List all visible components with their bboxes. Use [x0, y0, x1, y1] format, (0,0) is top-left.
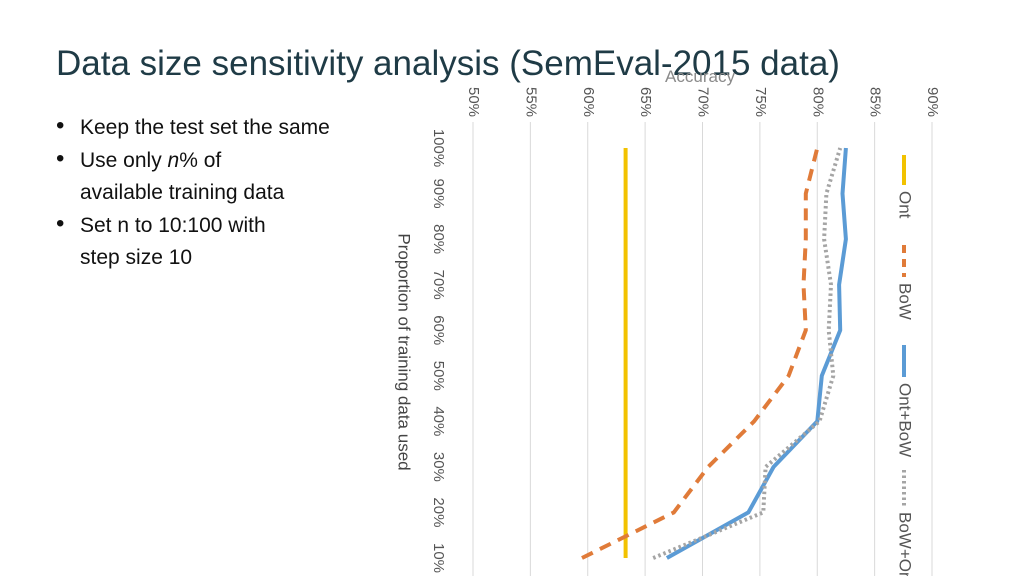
series-layer	[581, 147, 848, 560]
x-tick-label: 90%	[430, 179, 447, 209]
legend-label: BoW	[896, 283, 915, 320]
x-tick-label: 30%	[430, 452, 447, 482]
bullet-item: Set n to 10:100 with step size 10	[56, 208, 386, 275]
chart-title: Accuracy	[665, 67, 735, 86]
y-tick-label: 90%	[924, 87, 941, 117]
bullet-line: Use only n% of	[80, 148, 222, 172]
x-tick-label: 50%	[430, 361, 447, 391]
y-tick-label: 65%	[637, 87, 654, 117]
x-axis-label: Proportion of training data used	[395, 233, 414, 470]
y-tick-label: 55%	[522, 87, 539, 117]
legend: Ont BoW Ont+BoW BoW+Ont	[896, 155, 915, 576]
bullet-line: available training data	[80, 181, 285, 204]
y-tick-label: 80%	[809, 87, 826, 117]
legend-label: Ont	[896, 191, 915, 219]
series-line-ont-bow	[665, 147, 848, 560]
x-tick-label: 80%	[430, 224, 447, 254]
y-tick-label: 85%	[867, 87, 884, 117]
y-tick-label: 70%	[695, 87, 712, 117]
bullet-line: Set n to 10:100 with	[80, 213, 266, 237]
bullet-item: Keep the test set the same	[56, 110, 386, 145]
grid-layer	[472, 122, 933, 576]
x-tick-label: 20%	[430, 497, 447, 527]
bullet-list: Keep the test set the same Use only n% o…	[56, 110, 386, 275]
y-tick-label: 60%	[580, 87, 597, 117]
legend-label: Ont+BoW	[896, 383, 915, 457]
x-tick-label: 10%	[430, 543, 447, 573]
series-line-bow	[581, 147, 820, 560]
legend-label: BoW+Ont	[896, 512, 915, 576]
y-tick-label: 50%	[465, 87, 482, 117]
x-tick-labels: 10% 20% 30% 40% 50% 60% 70% 80% 90% 100%	[430, 129, 447, 573]
x-tick-label: 60%	[430, 315, 447, 345]
series-line-bow-ont	[652, 147, 843, 560]
x-tick-label: 70%	[430, 270, 447, 300]
bullet-item: Use only n% of available training data	[56, 143, 386, 210]
y-tick-label: 75%	[752, 87, 769, 117]
y-tick-labels: 50% 55% 60% 65% 70% 75% 80% 85% 90%	[465, 87, 941, 117]
bullet-line: Keep the test set the same	[80, 116, 330, 139]
x-tick-label: 100%	[430, 129, 447, 167]
slide-title: Data size sensitivity analysis (SemEval-…	[56, 44, 840, 83]
x-tick-label: 40%	[430, 406, 447, 436]
bullet-line: step size 10	[80, 246, 193, 269]
